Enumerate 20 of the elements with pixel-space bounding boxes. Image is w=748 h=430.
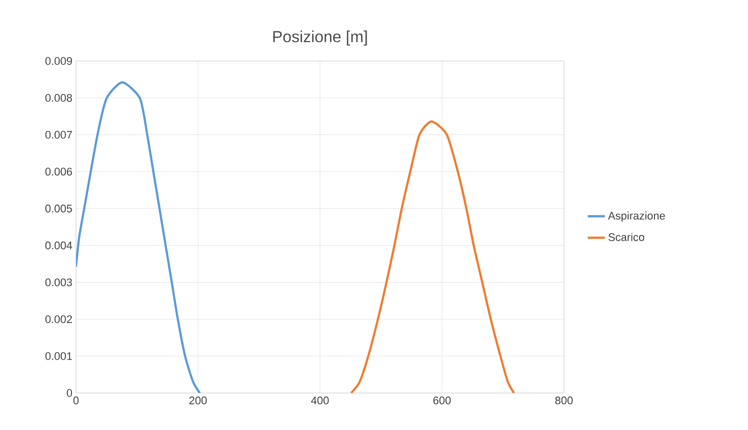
y-tick-label: 0.009 xyxy=(45,57,72,65)
x-tick-label: 400 xyxy=(311,396,329,404)
legend-label: Aspirazione xyxy=(608,212,665,222)
y-tick-label: 0.004 xyxy=(45,242,72,250)
y-tick-label: 0.005 xyxy=(45,204,72,212)
x-tick-label: 800 xyxy=(555,396,573,404)
legend-label: Scarico xyxy=(608,232,644,242)
x-tick-label: 200 xyxy=(189,396,207,404)
y-tick-label: 0.002 xyxy=(45,315,72,324)
y-tick-label: 0.003 xyxy=(45,278,72,286)
x-tick-label: 0 xyxy=(73,396,79,404)
line-series xyxy=(350,120,516,393)
x-tick-label: 600 xyxy=(433,396,451,404)
y-tick-label: 0.007 xyxy=(45,130,72,139)
y-tick-label: 0.008 xyxy=(45,94,72,102)
y-tick-label: 0 xyxy=(66,389,72,397)
y-tick-label: 0.006 xyxy=(45,168,72,176)
y-tick-label: 0.001 xyxy=(45,352,72,360)
chart-title: Posizione [m] xyxy=(273,30,367,46)
line-series xyxy=(76,81,201,393)
